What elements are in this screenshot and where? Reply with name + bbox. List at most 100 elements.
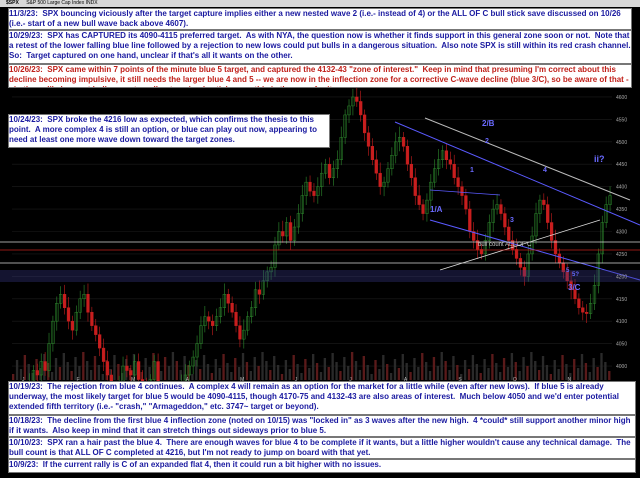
candle [398, 137, 402, 143]
volume-bar [175, 361, 178, 380]
volume-bar [600, 353, 603, 380]
volume-bar [253, 357, 256, 380]
volume-bar [596, 367, 599, 380]
volume-bar [50, 372, 54, 380]
candle [600, 222, 604, 255]
volume-bar [323, 358, 327, 380]
candle [514, 249, 519, 259]
price-tick-label: 4000 [616, 364, 627, 370]
volume-bar [70, 371, 73, 380]
volume-bar [276, 365, 280, 380]
candle [195, 343, 199, 358]
month-tick-label: J [22, 377, 25, 383]
candle [292, 226, 297, 241]
candle [362, 114, 367, 134]
wave-ii-label: ii? [594, 154, 605, 164]
month-tick-label: S [458, 377, 462, 383]
volume-bar [241, 353, 245, 380]
volume-bar [421, 353, 424, 380]
volume-bar [113, 355, 116, 380]
candle [366, 132, 371, 147]
volume-bar [374, 360, 377, 380]
candle [51, 320, 55, 344]
candle [312, 190, 316, 196]
candle [300, 195, 304, 214]
volume-bar [132, 354, 136, 380]
candle [608, 195, 612, 205]
candle [304, 181, 308, 196]
volume-bar [362, 356, 365, 380]
candle [413, 177, 417, 196]
candle [320, 172, 324, 187]
volume-bar [401, 354, 404, 380]
candle [94, 325, 98, 335]
volume-bar [47, 363, 50, 380]
candle [499, 204, 503, 214]
candle [526, 253, 530, 277]
volume-bar [483, 359, 486, 380]
candle [257, 289, 262, 295]
volume-bar [514, 362, 517, 380]
volume-bar [537, 370, 541, 380]
volume-bar [471, 355, 475, 380]
candle [47, 343, 51, 371]
candle [296, 213, 300, 228]
volume-bar [27, 364, 30, 380]
volume-bar [460, 374, 463, 380]
note-10-19-23: 10/19/23: The rejection from blue 4 cont… [8, 381, 636, 415]
candle [218, 307, 223, 317]
volume-bar [502, 358, 506, 380]
candle [417, 195, 421, 205]
symbol-label: $SPX [6, 0, 19, 6]
volume-bar [541, 356, 545, 380]
volume-bar [561, 355, 564, 380]
volume-bar [557, 369, 560, 380]
candle [66, 307, 71, 322]
volume-bar [273, 356, 276, 380]
volume-bar [15, 360, 19, 380]
candle [316, 186, 320, 196]
candle [238, 325, 242, 340]
volume-bar [436, 366, 440, 380]
volume-bar [245, 362, 249, 380]
volume-bar [89, 370, 93, 380]
wave-5-label: 5 [566, 268, 570, 274]
candle [585, 311, 589, 314]
volume-bar [187, 365, 190, 380]
candle [421, 204, 425, 214]
bull-count-label: bull count ALL OF C [478, 242, 532, 248]
price-tick-label: 4600 [616, 95, 627, 101]
volume-bar [117, 364, 120, 380]
volume-bar [592, 358, 595, 380]
volume-bar [347, 366, 350, 380]
volume-bar [397, 368, 401, 380]
candle [55, 303, 59, 322]
candle [394, 141, 398, 156]
candle [133, 361, 137, 376]
candle [553, 240, 558, 255]
volume-bar [495, 363, 498, 380]
candle [448, 159, 452, 165]
candle [569, 280, 573, 291]
volume-bar [315, 363, 319, 380]
volume-bar [331, 353, 334, 380]
candle [604, 204, 608, 223]
candle [43, 361, 47, 371]
candle [98, 334, 102, 349]
volume-bar [522, 357, 525, 380]
candle [386, 168, 390, 183]
volume-bar [393, 359, 397, 380]
grid-lines [12, 96, 612, 367]
candle [281, 231, 285, 237]
volume-bar [171, 352, 175, 380]
candle [565, 271, 569, 282]
candle [35, 370, 39, 376]
candle [382, 181, 386, 187]
upper-falling-blue-line [394, 121, 640, 226]
volume-bar [448, 370, 451, 380]
candle [425, 199, 429, 214]
candle [581, 307, 585, 313]
candle [288, 222, 293, 241]
volume-bar [452, 356, 455, 380]
volume-bar [199, 369, 202, 380]
